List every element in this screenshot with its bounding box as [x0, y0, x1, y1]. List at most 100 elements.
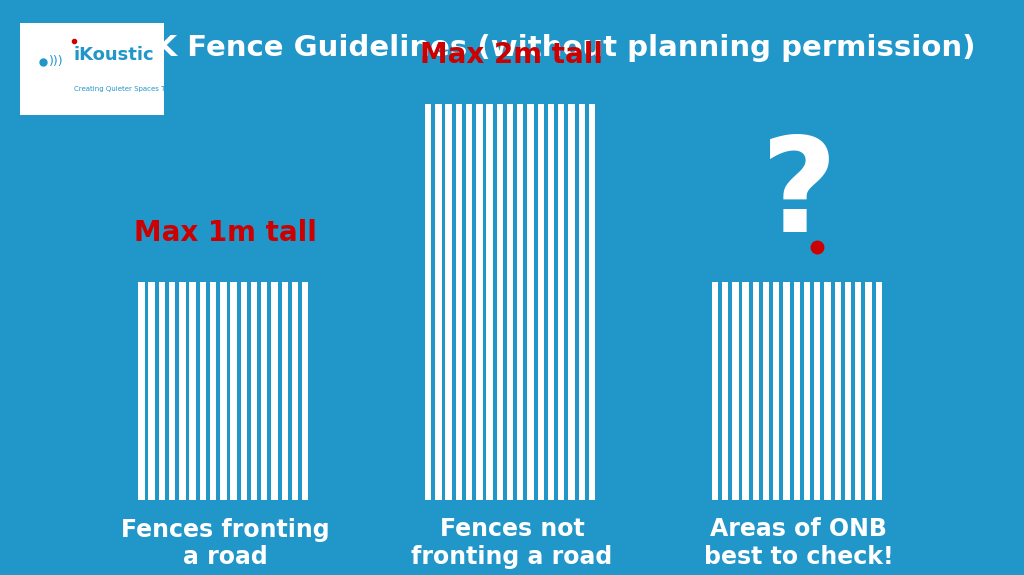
Bar [288, 478, 292, 492]
Bar [288, 388, 292, 402]
Bar [138, 478, 312, 492]
Bar [523, 104, 527, 500]
Bar [257, 388, 261, 402]
Bar [155, 282, 159, 500]
Bar [308, 282, 312, 500]
Bar [810, 388, 814, 402]
Bar [278, 301, 282, 315]
Bar [544, 289, 548, 315]
Bar [278, 282, 282, 500]
Bar [441, 104, 445, 500]
Bar [196, 301, 200, 315]
Bar [554, 104, 558, 500]
Bar [810, 478, 814, 492]
Bar [759, 282, 763, 500]
Bar [308, 388, 312, 402]
Bar [431, 289, 435, 315]
Bar [564, 289, 568, 315]
Bar [871, 478, 876, 492]
Bar [237, 478, 241, 492]
Bar [738, 282, 742, 500]
Bar [830, 478, 835, 492]
Bar [472, 289, 476, 315]
Bar [452, 472, 456, 497]
Bar [247, 301, 251, 315]
Bar [216, 388, 220, 402]
Bar [712, 282, 886, 500]
Bar [175, 388, 179, 402]
Bar [871, 282, 876, 500]
Bar [574, 472, 579, 497]
Bar [851, 388, 855, 402]
Bar [841, 282, 845, 500]
Bar [144, 301, 148, 315]
Bar [482, 472, 486, 497]
Bar [503, 104, 507, 500]
Bar [564, 118, 568, 144]
Bar [790, 478, 794, 492]
Bar [779, 301, 783, 315]
Bar [513, 289, 517, 315]
Bar [144, 478, 148, 492]
Bar [523, 472, 527, 497]
Bar [738, 478, 742, 492]
Bar [216, 478, 220, 492]
Bar [749, 478, 753, 492]
Bar [749, 282, 753, 500]
Bar [718, 282, 722, 500]
Bar [564, 472, 568, 497]
Bar [503, 118, 507, 144]
Bar [247, 282, 251, 500]
Bar [728, 478, 732, 492]
Bar [728, 301, 732, 315]
Bar [226, 388, 230, 402]
Bar [820, 388, 824, 402]
Bar [175, 478, 179, 492]
Bar [425, 104, 599, 500]
Bar [820, 478, 824, 492]
Bar [759, 388, 763, 402]
Bar [585, 118, 589, 144]
Bar [196, 282, 200, 500]
Bar [800, 301, 804, 315]
Bar [882, 301, 886, 315]
Text: Max 1m tall: Max 1m tall [134, 219, 316, 247]
Bar [820, 282, 824, 500]
Bar [769, 388, 773, 402]
Bar [728, 282, 732, 500]
Bar [196, 388, 200, 402]
Bar [769, 478, 773, 492]
Bar [882, 478, 886, 492]
Bar [779, 478, 783, 492]
Bar [226, 478, 230, 492]
Bar [165, 478, 169, 492]
Bar [226, 301, 230, 315]
Bar [585, 104, 589, 500]
Bar [574, 118, 579, 144]
Bar [278, 478, 282, 492]
Bar [216, 282, 220, 500]
Bar [138, 388, 312, 402]
Bar [482, 104, 486, 500]
Bar [841, 388, 845, 402]
Bar [544, 104, 548, 500]
Bar [861, 301, 865, 315]
Bar [298, 388, 302, 402]
Bar [452, 118, 456, 144]
Bar [267, 282, 271, 500]
Bar [257, 478, 261, 492]
Bar [493, 289, 497, 315]
Bar [851, 301, 855, 315]
Bar [185, 282, 189, 500]
Bar [790, 282, 794, 500]
Bar [237, 388, 241, 402]
Bar [185, 388, 189, 402]
Bar [237, 282, 241, 500]
Bar [247, 388, 251, 402]
Bar [851, 478, 855, 492]
Bar [175, 282, 179, 500]
Bar [759, 301, 763, 315]
Bar [718, 478, 722, 492]
Bar [452, 289, 456, 315]
Bar [462, 289, 466, 315]
